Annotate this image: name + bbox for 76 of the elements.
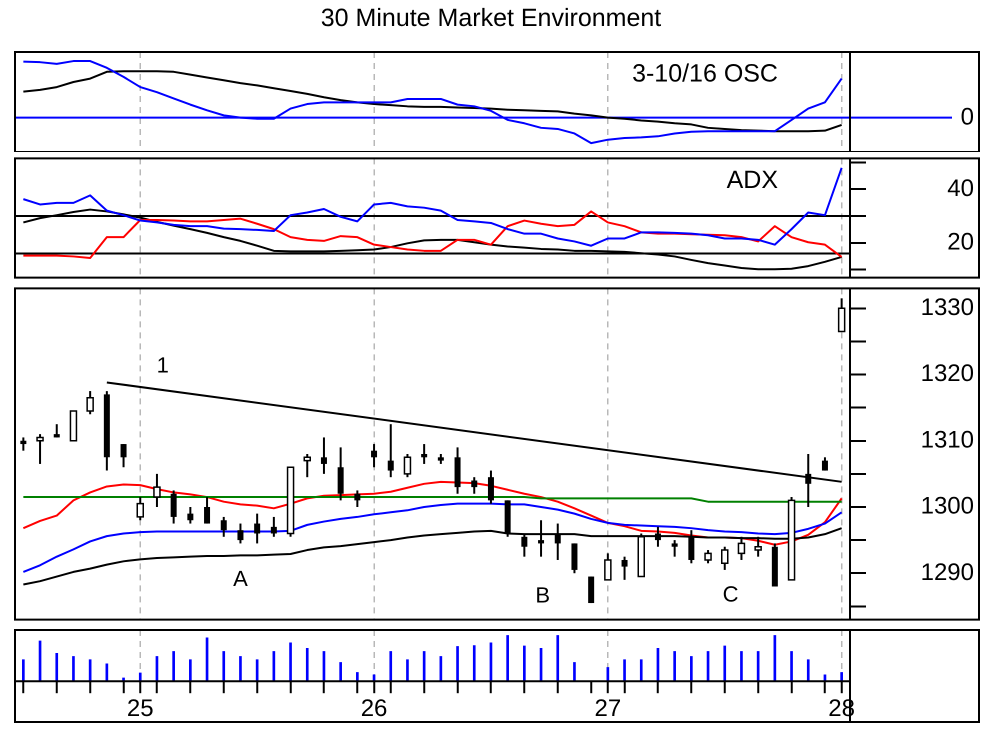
bar xyxy=(756,651,760,682)
annotation: A xyxy=(233,566,248,591)
candlestick xyxy=(170,489,177,525)
bar xyxy=(540,648,542,682)
candlestick xyxy=(204,496,210,525)
candlestick xyxy=(187,506,194,525)
ref-line-label: 0 xyxy=(960,103,974,130)
candlestick xyxy=(220,516,227,538)
bar xyxy=(322,651,326,682)
annotation: ADX xyxy=(726,166,778,194)
bar xyxy=(723,646,726,682)
bar xyxy=(472,645,476,682)
x-tick-label: 27 xyxy=(594,695,622,722)
bar xyxy=(289,642,292,682)
bar xyxy=(156,656,158,682)
candlestick xyxy=(822,456,828,472)
bar xyxy=(706,651,710,682)
bar xyxy=(790,651,793,682)
y-tick-label: 1300 xyxy=(920,492,974,520)
bar xyxy=(523,646,526,682)
bar xyxy=(656,648,660,682)
annotation: 3-10/16 OSC xyxy=(632,59,778,88)
y-tick-label: 1290 xyxy=(920,558,974,586)
bar xyxy=(690,656,693,682)
bar xyxy=(623,659,626,682)
bar xyxy=(372,674,376,682)
bar xyxy=(440,656,442,682)
candlestick xyxy=(237,522,244,544)
bar xyxy=(38,640,42,682)
bar xyxy=(824,674,826,682)
bar xyxy=(239,656,242,682)
candlestick xyxy=(354,489,360,508)
candlestick xyxy=(20,436,26,452)
annotation: B xyxy=(535,582,550,608)
bar xyxy=(422,651,426,682)
bar xyxy=(55,652,58,682)
bar xyxy=(172,651,175,682)
bar xyxy=(490,642,492,682)
candlestick xyxy=(471,476,478,495)
chart-title: 30 Minute Market Environment xyxy=(320,4,662,33)
candlestick xyxy=(438,453,444,465)
candlestick xyxy=(421,443,428,465)
bar xyxy=(673,651,676,682)
bar xyxy=(456,646,459,682)
x-tick-label: 26 xyxy=(360,695,388,722)
y-tick-label: 1330 xyxy=(920,294,974,321)
bar xyxy=(306,648,309,682)
bar xyxy=(222,651,226,682)
y-tick-label: 1310 xyxy=(920,426,974,454)
y-tick-label: 1320 xyxy=(920,360,974,388)
bar xyxy=(573,662,576,682)
candlestick xyxy=(254,512,260,544)
candlestick xyxy=(672,539,678,558)
y-tick-label: 20 xyxy=(947,228,974,256)
y-tick-label: 40 xyxy=(947,174,974,202)
bar xyxy=(506,635,509,682)
bar xyxy=(272,651,276,682)
bar xyxy=(740,651,743,682)
annotation: 1 xyxy=(156,352,169,378)
candlestick xyxy=(120,443,127,468)
candlestick xyxy=(488,470,494,505)
candlestick xyxy=(371,443,378,468)
candlestick xyxy=(54,423,60,438)
annotation: C xyxy=(722,581,739,606)
candlestick xyxy=(388,423,394,478)
candlestick xyxy=(270,516,277,538)
bar xyxy=(556,635,560,682)
x-tick-label: 25 xyxy=(126,695,154,722)
bar xyxy=(72,656,75,682)
bar xyxy=(206,637,208,682)
bar xyxy=(406,659,409,682)
candlestick xyxy=(622,556,628,581)
candlestick xyxy=(320,436,327,475)
candlestick xyxy=(521,532,528,558)
bar xyxy=(389,651,392,682)
bar xyxy=(774,635,776,682)
